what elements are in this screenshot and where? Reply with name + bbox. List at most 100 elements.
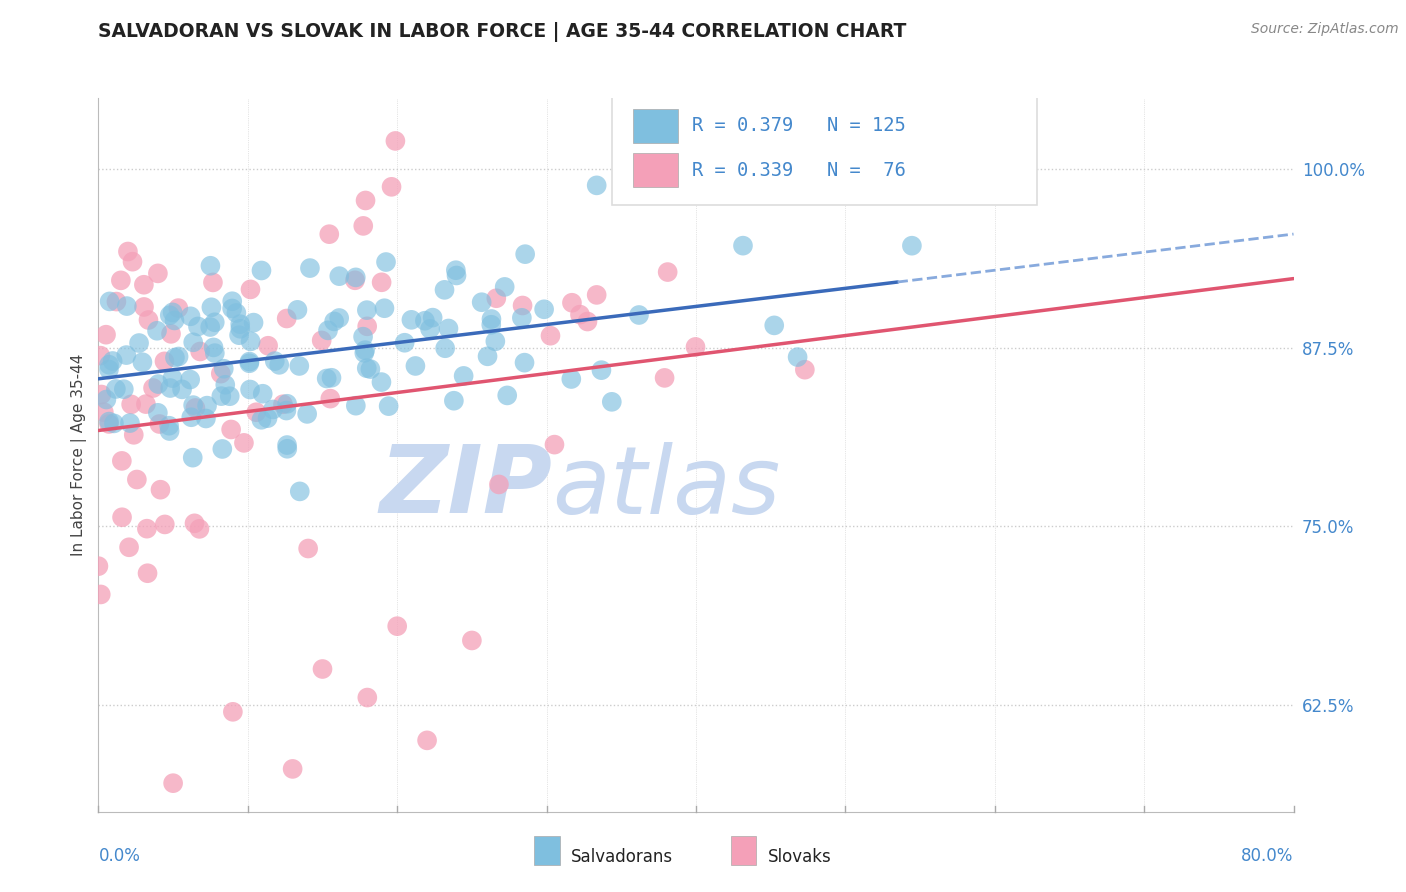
Salvadorans [560,372,582,386]
Text: Slovaks: Slovaks [768,848,831,866]
Salvadorans [786,350,808,364]
Salvadorans [344,399,367,413]
Slovaks [319,392,342,406]
Slovaks [110,273,132,287]
Slovaks [352,219,374,233]
Salvadorans [180,410,202,425]
Salvadorans [238,354,260,368]
Slovaks [148,417,170,431]
Salvadorans [321,370,343,384]
Slovaks [271,397,294,411]
Slovaks [149,483,172,497]
Salvadorans [600,394,623,409]
Salvadorans [276,397,298,411]
Salvadorans [229,322,252,336]
Slovaks [132,300,155,314]
Salvadorans [298,261,321,276]
Salvadorans [356,303,378,318]
Salvadorans [250,413,273,427]
Slovaks [657,265,679,279]
Salvadorans [453,368,475,383]
Salvadorans [591,363,613,377]
Salvadorans [115,348,138,362]
Salvadorans [167,350,190,364]
Salvadorans [250,263,273,277]
Salvadorans [479,318,502,332]
Slovaks [184,401,207,415]
Slovaks [385,619,409,633]
Salvadorans [356,361,378,376]
Salvadorans [288,359,311,373]
Slovaks [297,541,319,556]
Salvadorans [731,238,754,252]
Slovaks [160,326,183,341]
Salvadorans [352,329,374,343]
Salvadorans [377,399,399,413]
Slovaks [685,340,707,354]
Text: 0.0%: 0.0% [98,847,141,865]
Salvadorans [146,324,169,338]
Slovaks [89,349,111,363]
Text: Source: ZipAtlas.com: Source: ZipAtlas.com [1251,22,1399,37]
Slovaks [94,327,117,342]
Salvadorans [239,383,262,397]
Salvadorans [437,321,460,335]
Slovaks [167,301,190,315]
Salvadorans [179,373,201,387]
Slovaks [384,134,406,148]
Text: Salvadorans: Salvadorans [571,848,673,866]
Slovaks [135,522,157,536]
Slovaks [209,367,232,381]
FancyBboxPatch shape [633,153,678,187]
Salvadorans [228,328,250,343]
Salvadorans [170,382,193,396]
Slovaks [461,633,484,648]
Salvadorans [477,349,499,363]
Slovaks [561,295,583,310]
Salvadorans [276,438,298,452]
Slovaks [98,417,121,431]
Salvadorans [263,354,285,368]
Salvadorans [513,356,536,370]
Slovaks [245,405,267,419]
Salvadorans [221,301,243,316]
Salvadorans [763,318,786,333]
Salvadorans [316,323,339,337]
Slovaks [188,344,211,359]
Slovaks [135,397,157,411]
Y-axis label: In Labor Force | Age 35-44: In Labor Force | Age 35-44 [72,354,87,556]
Salvadorans [276,442,298,456]
Salvadorans [148,377,170,392]
Slovaks [540,328,562,343]
Salvadorans [162,305,184,319]
Slovaks [356,690,378,705]
Salvadorans [494,280,516,294]
Slovaks [585,288,607,302]
Slovaks [219,422,242,436]
Slovaks [118,541,141,555]
Salvadorans [212,361,235,376]
Salvadorans [225,306,247,320]
Salvadorans [181,450,204,465]
Slovaks [233,435,256,450]
Salvadorans [103,417,125,431]
Slovaks [93,405,115,419]
Slovaks [257,339,280,353]
Slovaks [111,510,134,524]
Slovaks [239,282,262,296]
Salvadorans [533,302,555,317]
Salvadorans [394,335,416,350]
Salvadorans [112,382,135,396]
Slovaks [380,179,402,194]
Slovaks [122,427,145,442]
Salvadorans [194,411,217,425]
Slovaks [793,362,815,376]
Salvadorans [195,399,218,413]
Slovaks [132,277,155,292]
Slovaks [188,522,211,536]
Salvadorans [471,295,494,310]
Text: R = 0.339   N =  76: R = 0.339 N = 76 [692,161,905,179]
Slovaks [281,762,304,776]
Slovaks [222,705,245,719]
Text: 80.0%: 80.0% [1241,847,1294,865]
